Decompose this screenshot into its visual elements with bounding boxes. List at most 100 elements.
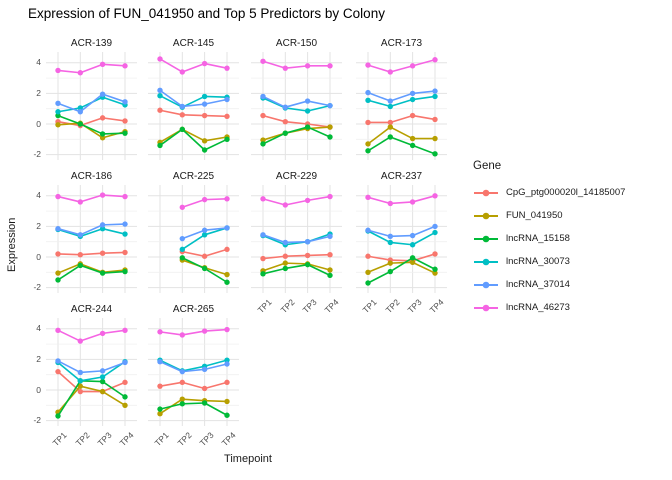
point-lncRNA_46273-TP3 bbox=[201, 60, 208, 67]
line-lncRNA_15158 bbox=[57, 114, 126, 135]
point-lncRNA_46273-TP3 bbox=[99, 192, 106, 198]
facet-panel-ACR-139 bbox=[46, 52, 137, 160]
point-CpG_ptg000020l_14185007-TP2 bbox=[282, 119, 288, 125]
point-CpG_ptg000020l_14185007-TP3 bbox=[99, 250, 106, 256]
point-lncRNA_37014-TP1 bbox=[260, 232, 266, 238]
legend-key-icon bbox=[474, 189, 498, 196]
legend-label: lncRNA_30073 bbox=[506, 256, 570, 267]
point-CpG_ptg000020l_14185007-TP2 bbox=[387, 119, 393, 126]
point-FUN_041950-TP2 bbox=[77, 383, 83, 389]
point-lncRNA_15158-TP4 bbox=[432, 266, 438, 272]
point-lncRNA_46273-TP4 bbox=[432, 193, 438, 199]
point-lncRNA_15158-TP4 bbox=[327, 272, 333, 279]
point-lncRNA_46273-TP3 bbox=[201, 328, 208, 334]
point-CpG_ptg000020l_14185007-TP2 bbox=[282, 253, 288, 259]
y-tick-label: 0 bbox=[36, 118, 41, 129]
point-lncRNA_46273-TP3 bbox=[99, 61, 106, 68]
point-lncRNA_46273-TP3 bbox=[409, 199, 416, 205]
point-lncRNA_37014-TP1 bbox=[55, 358, 61, 364]
point-lncRNA_37014-TP3 bbox=[409, 90, 416, 97]
point-FUN_041950-TP1 bbox=[55, 270, 61, 276]
line-lncRNA_30073 bbox=[159, 94, 228, 108]
point-lncRNA_46273-TP1 bbox=[365, 194, 371, 201]
facet-strip-ACR-225: ACR-225 bbox=[172, 171, 215, 182]
facet-panel-ACR-173 bbox=[356, 52, 447, 160]
line-FUN_041950 bbox=[367, 261, 436, 274]
line-lncRNA_30073 bbox=[367, 230, 436, 246]
y-tick-label: 2 bbox=[36, 87, 41, 98]
point-lncRNA_15158-TP2 bbox=[282, 130, 288, 136]
y-tick-label: 4 bbox=[36, 57, 41, 68]
legend-item-lncRNA_30073: lncRNA_30073 bbox=[473, 250, 625, 273]
line-FUN_041950 bbox=[57, 122, 126, 139]
point-lncRNA_37014-TP4 bbox=[432, 223, 438, 230]
line-lncRNA_37014 bbox=[262, 234, 331, 244]
point-lncRNA_46273-TP2 bbox=[77, 199, 83, 205]
point-lncRNA_46273-TP3 bbox=[409, 63, 416, 69]
point-CpG_ptg000020l_14185007-TP1 bbox=[55, 251, 61, 257]
point-CpG_ptg000020l_14185007-TP3 bbox=[99, 115, 106, 121]
point-lncRNA_15158-TP3 bbox=[304, 261, 311, 268]
y-tick-label: -2 bbox=[33, 282, 41, 293]
line-lncRNA_46273 bbox=[159, 58, 228, 73]
point-CpG_ptg000020l_14185007-TP4 bbox=[224, 246, 230, 253]
facet-strip-ACR-173: ACR-173 bbox=[380, 38, 423, 49]
line-lncRNA_15158 bbox=[57, 380, 126, 417]
point-lncRNA_15158-TP1 bbox=[260, 271, 266, 277]
line-CpG_ptg000020l_14185007 bbox=[262, 253, 331, 260]
line-lncRNA_15158 bbox=[367, 136, 436, 155]
facet-strip-ACR-145: ACR-145 bbox=[172, 38, 215, 49]
point-lncRNA_46273-TP4 bbox=[122, 193, 128, 200]
facet-strip-ACR-229: ACR-229 bbox=[275, 171, 318, 182]
point-lncRNA_46273-TP3 bbox=[304, 63, 311, 69]
point-lncRNA_37014-TP1 bbox=[365, 89, 371, 96]
facet-panel-ACR-186 bbox=[46, 185, 137, 293]
point-lncRNA_30073-TP3 bbox=[99, 374, 106, 380]
point-lncRNA_37014-TP3 bbox=[201, 366, 208, 373]
chart-title: Expression of FUN_041950 and Top 5 Predi… bbox=[28, 6, 385, 21]
point-FUN_041950-TP4 bbox=[327, 124, 333, 130]
y-tick-label: 0 bbox=[36, 384, 41, 395]
point-lncRNA_46273-TP1 bbox=[55, 327, 61, 334]
line-lncRNA_46273 bbox=[367, 58, 436, 73]
point-FUN_041950-TP2 bbox=[179, 396, 185, 402]
line-lncRNA_37014 bbox=[367, 225, 436, 238]
point-CpG_ptg000020l_14185007-TP4 bbox=[122, 118, 128, 124]
legend-key-icon bbox=[474, 281, 498, 288]
line-lncRNA_37014 bbox=[57, 223, 126, 236]
point-lncRNA_15158-TP3 bbox=[201, 147, 208, 153]
x-tick-label: TP1 bbox=[50, 430, 70, 449]
line-lncRNA_37014 bbox=[367, 90, 436, 102]
legend-label: lncRNA_37014 bbox=[506, 279, 570, 290]
line-lncRNA_30073 bbox=[367, 95, 436, 108]
point-FUN_041950-TP4 bbox=[224, 271, 230, 278]
line-lncRNA_46273 bbox=[57, 63, 126, 74]
point-lncRNA_30073-TP4 bbox=[224, 357, 230, 363]
line-lncRNA_46273 bbox=[262, 60, 330, 69]
x-tick-label: TP4 bbox=[427, 297, 447, 316]
line-CpG_ptg000020l_14185007 bbox=[159, 109, 228, 118]
point-lncRNA_30073-TP2 bbox=[179, 246, 185, 253]
line-lncRNA_46273 bbox=[57, 194, 126, 203]
y-tick-label: -2 bbox=[33, 149, 41, 160]
point-lncRNA_15158-TP2 bbox=[179, 126, 185, 133]
point-FUN_041950-TP3 bbox=[201, 138, 208, 144]
point-CpG_ptg000020l_14185007-TP1 bbox=[157, 107, 163, 113]
point-FUN_041950-TP2 bbox=[387, 260, 393, 266]
point-lncRNA_37014-TP4 bbox=[122, 359, 128, 366]
line-FUN_041950 bbox=[262, 262, 331, 272]
line-CpG_ptg000020l_14185007 bbox=[57, 251, 126, 256]
point-FUN_041950-TP2 bbox=[282, 260, 288, 266]
point-lncRNA_15158-TP3 bbox=[201, 265, 208, 272]
legend-items: CpG_ptg000020l_14185007 FUN_041950 lncRNA_… bbox=[473, 181, 625, 319]
line-lncRNA_30073 bbox=[57, 361, 126, 382]
point-lncRNA_30073-TP4 bbox=[432, 229, 438, 236]
point-lncRNA_46273-TP1 bbox=[260, 58, 266, 64]
point-lncRNA_37014-TP4 bbox=[432, 88, 438, 94]
line-CpG_ptg000020l_14185007 bbox=[159, 381, 228, 390]
point-lncRNA_46273-TP1 bbox=[55, 193, 61, 200]
point-FUN_041950-TP4 bbox=[432, 270, 438, 276]
line-FUN_041950 bbox=[367, 126, 435, 145]
point-lncRNA_46273-TP4 bbox=[327, 193, 333, 200]
point-lncRNA_46273-TP3 bbox=[99, 330, 106, 337]
